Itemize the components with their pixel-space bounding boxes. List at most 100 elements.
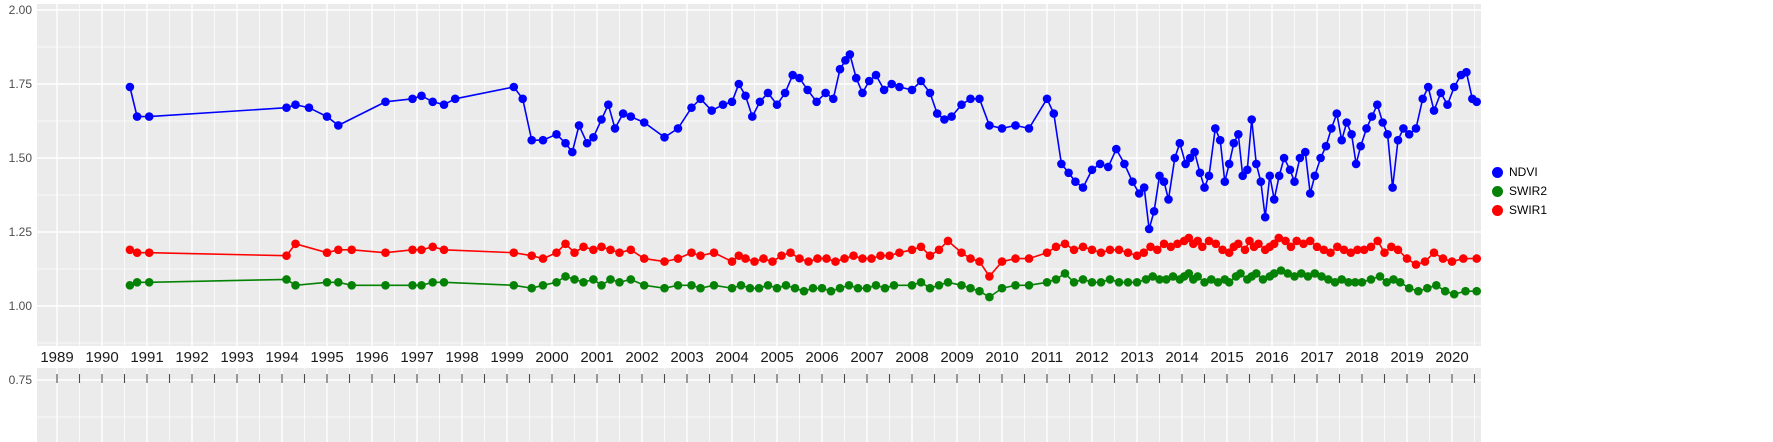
swir1-point (858, 254, 867, 263)
x-tick-label: 1999 (490, 349, 523, 366)
swir1-point (538, 254, 548, 263)
ndvi-point (1327, 124, 1336, 133)
swir1-point (727, 257, 737, 266)
ndvi-point (1215, 135, 1225, 145)
swir2-point (808, 283, 818, 293)
swir1-point (1184, 233, 1194, 243)
x-tick-label: 1994 (265, 349, 298, 366)
swir1-point (1380, 248, 1389, 257)
ndvi-point (381, 97, 390, 107)
x-tick-label: 1998 (445, 349, 478, 366)
ndvi-point (871, 70, 881, 80)
swir2-point (552, 278, 561, 287)
swir1-point (132, 248, 142, 257)
x-tick-label: 1992 (175, 349, 208, 366)
ndvi-point (322, 112, 332, 121)
ndvi-point (1436, 88, 1446, 98)
swir1-point (1173, 239, 1182, 249)
ndvi-point (1256, 177, 1266, 186)
ndvi-point (1144, 224, 1154, 234)
swir1-point (709, 248, 719, 257)
swir1-point (1078, 242, 1088, 252)
ndvi-point (1128, 177, 1137, 186)
ndvi-point (966, 94, 975, 104)
ndvi-point (975, 94, 984, 104)
ndvi-point (1175, 138, 1185, 148)
swir1-point (1366, 242, 1376, 252)
swir1-point (840, 254, 849, 263)
swir2-point (1024, 281, 1034, 290)
swir2-point (862, 283, 872, 293)
swir1-point (1387, 242, 1396, 252)
swir2-point (1310, 269, 1320, 278)
x-tick-label: 2006 (805, 349, 838, 366)
ndvi-point (864, 76, 874, 86)
swir2-point (1252, 269, 1261, 278)
legend: NDVI SWIR2 SWIR1 (1492, 166, 1547, 216)
x-tick-label: 2007 (850, 349, 883, 366)
swir1-point (795, 254, 804, 263)
ndvi-point (1305, 189, 1315, 198)
ndvi-point (748, 112, 757, 121)
ndvi-point (1195, 168, 1205, 178)
ndvi-point (304, 103, 314, 112)
ndvi-point (618, 109, 628, 118)
legend-label-swir2: SWIR2 (1509, 184, 1548, 198)
x-tick-label: 2012 (1075, 349, 1108, 366)
ndvi-point (568, 147, 577, 157)
swir2-point (966, 283, 975, 293)
swir1-point (822, 254, 831, 263)
swir1-point (885, 251, 894, 260)
swir2-point (736, 281, 746, 290)
swir1-point (439, 245, 449, 255)
ndvi-point (1181, 159, 1190, 169)
x-tick-label: 2014 (1165, 349, 1198, 366)
ndvi-point (1238, 171, 1247, 181)
swir2-point (835, 283, 845, 293)
swir2-point (1283, 269, 1292, 278)
swir1-point (1234, 239, 1243, 249)
ndvi-point (1411, 124, 1421, 133)
x-tick-label: 2008 (895, 349, 928, 366)
swir1-point (1240, 245, 1250, 255)
ndvi-point (788, 70, 797, 80)
ndvi-point (687, 103, 696, 112)
swir2-point (745, 283, 755, 293)
swir2-point (781, 281, 791, 290)
ndvi-point (1087, 165, 1097, 175)
swir2-point (1324, 275, 1333, 284)
ndvi-point (1042, 94, 1052, 104)
ndvi-point (879, 85, 889, 95)
ndvi-point (1285, 165, 1295, 175)
x-tick-label: 2013 (1120, 349, 1153, 366)
swir1-point (381, 248, 390, 257)
x-tick-label: 2004 (715, 349, 748, 366)
swir1-point (1224, 248, 1234, 257)
swir2-point (1011, 281, 1020, 290)
swir1-point (1459, 254, 1468, 263)
swir1-point (1105, 245, 1115, 255)
ndvi-point (1351, 159, 1361, 169)
swir1-point (849, 251, 858, 260)
swir1-point (626, 245, 636, 255)
ndvi-point (795, 73, 804, 83)
x-tick-label: 1993 (220, 349, 253, 366)
swir1-point (1042, 248, 1052, 257)
ndvi-point (1472, 97, 1481, 107)
ndvi-point (1295, 153, 1305, 163)
swir1-point (1139, 248, 1149, 257)
ndvi-marker-icon (1492, 166, 1503, 178)
swir1-point (895, 248, 904, 257)
swir2-point (853, 283, 863, 293)
swir1-point (552, 248, 561, 257)
swir2-point (817, 283, 827, 293)
ndvi-point (887, 79, 896, 89)
ndvi-point (1429, 106, 1439, 115)
swir2-point (880, 283, 890, 293)
ndvi-point (1229, 138, 1239, 148)
ndvi-point (282, 103, 291, 112)
ndvi-point (780, 88, 790, 98)
swir2-point (957, 281, 966, 290)
swir1-point (876, 251, 885, 260)
